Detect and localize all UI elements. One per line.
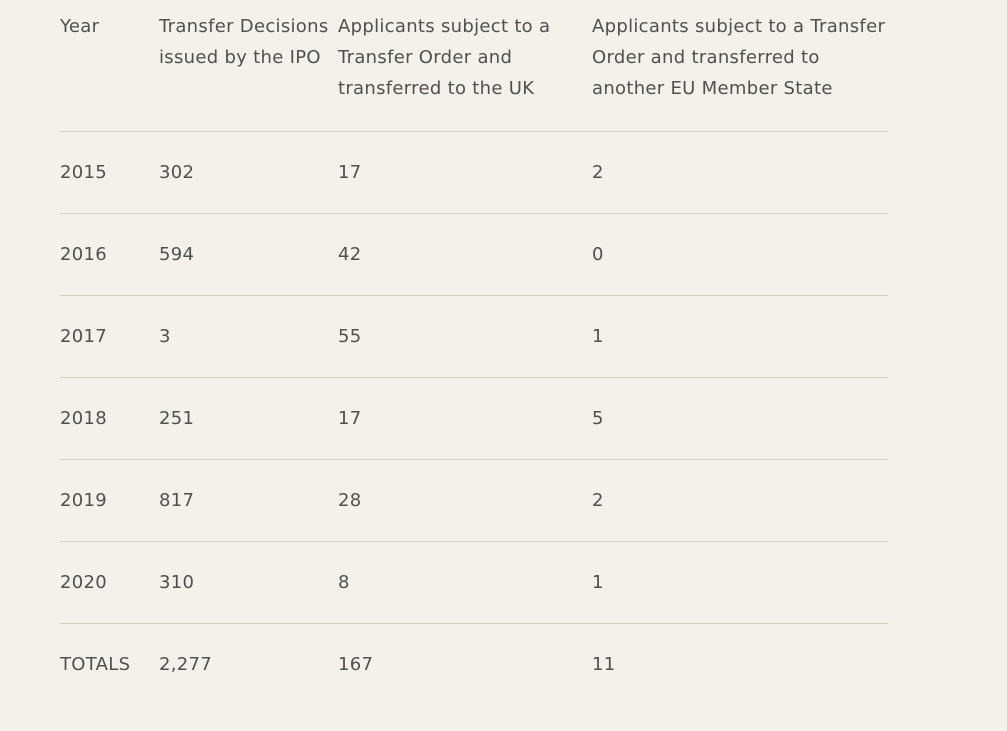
cell-transferred-uk: 17 xyxy=(338,162,362,183)
header-year: Year xyxy=(60,16,100,37)
cell-transferred-uk: 28 xyxy=(338,490,362,511)
cell-transfer-decisions: 251 xyxy=(159,408,195,429)
cell-transferred-eu: 11 xyxy=(592,654,616,676)
header-transferred-eu: Applicants subject to a Transfer Order a… xyxy=(592,16,886,99)
cell-transfer-decisions: 310 xyxy=(159,572,195,593)
cell-transferred-uk: 167 xyxy=(338,654,374,676)
table-row: 2019 817 28 2 xyxy=(60,460,888,542)
cell-year: TOTALS xyxy=(60,654,131,676)
header-transferred-uk: Applicants subject to a Transfer Order a… xyxy=(338,16,551,99)
header-row: Year Transfer Decisions issued by the IP… xyxy=(60,0,888,132)
cell-transferred-eu: 0 xyxy=(592,244,604,265)
cell-year: 2018 xyxy=(60,408,108,429)
table-row: 2017 3 55 1 xyxy=(60,296,888,378)
cell-transfer-decisions: 3 xyxy=(159,326,171,347)
cell-year: 2019 xyxy=(60,490,108,511)
cell-transfer-decisions: 302 xyxy=(159,162,195,183)
table-row: 2016 594 42 0 xyxy=(60,214,888,296)
cell-transfer-decisions: 594 xyxy=(159,244,195,265)
cell-transfer-decisions: 817 xyxy=(159,490,195,511)
table-row: 2020 310 8 1 xyxy=(60,542,888,624)
table-row: 2018 251 17 5 xyxy=(60,378,888,460)
cell-year: 2020 xyxy=(60,572,108,593)
transfer-table: Year Transfer Decisions issued by the IP… xyxy=(60,0,888,706)
cell-transferred-uk: 42 xyxy=(338,244,362,265)
totals-row: TOTALS 2,277 167 11 xyxy=(60,624,888,706)
cell-year: 2016 xyxy=(60,244,108,265)
cell-transfer-decisions: 2,277 xyxy=(159,654,213,676)
cell-year: 2015 xyxy=(60,162,108,183)
cell-transferred-eu: 1 xyxy=(592,326,604,347)
cell-transferred-eu: 2 xyxy=(592,162,604,183)
header-transfer-decisions: Transfer Decisions issued by the IPO xyxy=(159,16,329,68)
cell-transferred-uk: 8 xyxy=(338,572,350,593)
cell-year: 2017 xyxy=(60,326,108,347)
cell-transferred-eu: 1 xyxy=(592,572,604,593)
cell-transferred-eu: 2 xyxy=(592,490,604,511)
cell-transferred-uk: 17 xyxy=(338,408,362,429)
cell-transferred-uk: 55 xyxy=(338,326,362,347)
table-row: 2015 302 17 2 xyxy=(60,132,888,214)
cell-transferred-eu: 5 xyxy=(592,408,604,429)
